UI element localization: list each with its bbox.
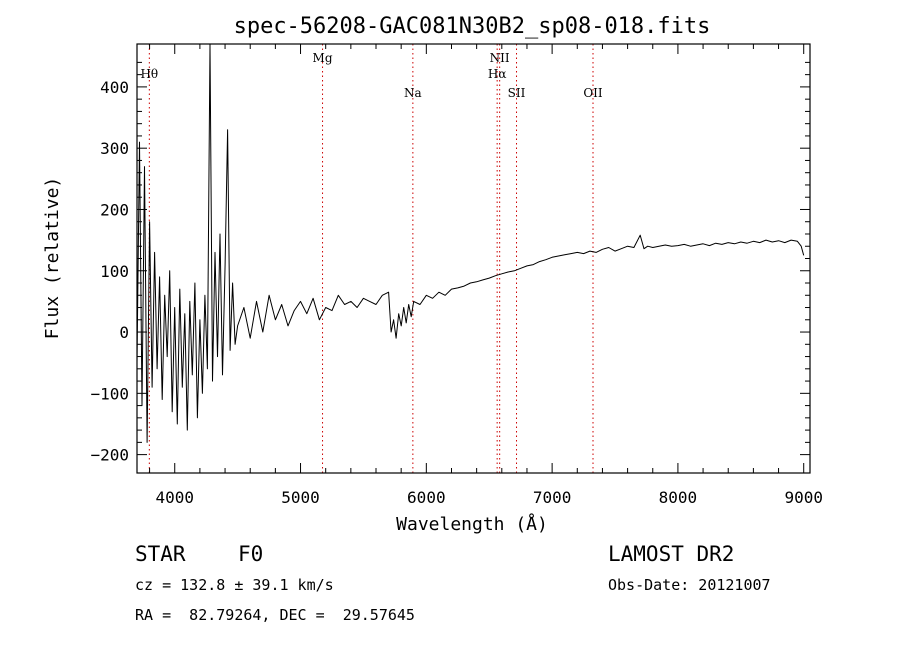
survey-name: LAMOST DR2 [608,542,735,566]
observation-date: Obs-Date: 20121007 [608,576,771,594]
emission-line-label: NII [490,51,510,65]
x-tick-label: 9000 [784,488,823,507]
x-tick-label: 7000 [533,488,572,507]
y-tick-label: −200 [90,446,129,465]
emission-line-label: Mg [313,51,333,65]
y-tick-label: 200 [100,200,129,219]
emission-line-label: OII [583,86,603,100]
spectrum-line [137,44,805,443]
redshift-velocity: cz = 132.8 ± 39.1 km/s [135,576,334,594]
object-class: STAR [135,542,186,566]
object-subclass: F0 [238,542,264,566]
y-tick-label: 0 [119,323,129,342]
x-axis-label: Wavelength (Å) [396,513,548,535]
x-tick-label: 6000 [407,488,446,507]
y-tick-label: 300 [100,139,129,158]
sky-coordinates: RA = 82.79264, DEC = 29.57645 [135,606,415,624]
emission-line-label: Na [404,86,422,100]
y-tick-label: 100 [100,262,129,281]
emission-line-label: Hθ [140,67,158,81]
emission-line-label: SII [508,86,526,100]
x-tick-label: 5000 [281,488,320,507]
chart-title: spec-56208-GAC081N30B2_sp08-018.fits [234,14,711,39]
x-tick-label: 8000 [659,488,698,507]
y-tick-label: −100 [90,384,129,403]
axis-ticks: 4000 5000 6000 7000 8000 9000 −200 −100 0 100 200 3… [90,44,823,507]
y-axis-label: Flux (relative) [42,177,63,340]
x-tick-label: 4000 [155,488,194,507]
emission-line-label: Hα [488,67,507,81]
plot-frame [136,43,811,474]
y-tick-label: 400 [100,78,129,97]
